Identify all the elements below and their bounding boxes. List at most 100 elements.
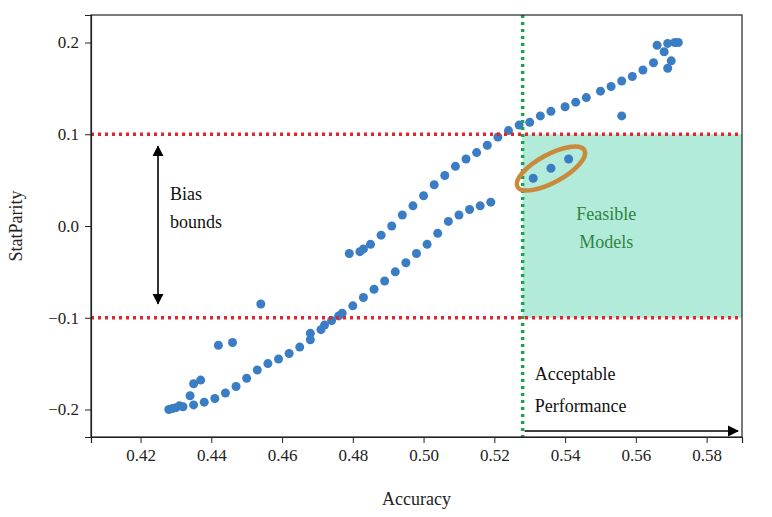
point bbox=[649, 58, 658, 67]
point bbox=[419, 191, 428, 200]
tick-label: 0.2 bbox=[58, 33, 79, 52]
tick-mark bbox=[211, 437, 212, 443]
point bbox=[617, 111, 626, 120]
point bbox=[440, 171, 449, 180]
point bbox=[398, 210, 407, 219]
tick-mark bbox=[85, 134, 91, 135]
point bbox=[380, 277, 389, 286]
tick: 0.0 bbox=[58, 217, 91, 236]
tick: 0.48 bbox=[338, 437, 368, 465]
point bbox=[483, 141, 492, 150]
acceptable-performance-label: AcceptablePerformance bbox=[535, 364, 627, 416]
point bbox=[607, 82, 616, 91]
tick-label: 0.1 bbox=[58, 125, 79, 144]
y-axis: −0.2 −0.1 0.0 0.1 0.2 bbox=[48, 16, 91, 438]
tick: 0.56 bbox=[621, 437, 651, 465]
point bbox=[617, 77, 626, 86]
point bbox=[232, 382, 241, 391]
point bbox=[660, 47, 669, 56]
point bbox=[214, 341, 223, 350]
point bbox=[433, 229, 442, 238]
point bbox=[663, 64, 672, 73]
tick-mark bbox=[282, 437, 283, 443]
feasible-region bbox=[523, 134, 742, 317]
tick-label: 0.56 bbox=[621, 446, 651, 465]
tick-label: 0.50 bbox=[409, 446, 439, 465]
point bbox=[285, 349, 294, 358]
tick-label: 0.52 bbox=[480, 446, 510, 465]
tick-label: 0.44 bbox=[197, 446, 227, 465]
tick: 0.50 bbox=[409, 437, 439, 465]
tick-label: 0.0 bbox=[58, 217, 79, 236]
tick-mark bbox=[85, 43, 91, 44]
x-axis-title: Accuracy bbox=[382, 489, 451, 509]
point bbox=[546, 107, 555, 116]
point bbox=[423, 240, 432, 249]
point bbox=[465, 205, 474, 214]
tick-mark bbox=[353, 437, 354, 443]
point bbox=[536, 111, 545, 120]
point bbox=[596, 87, 605, 96]
bias-bounds-label: Biasbounds bbox=[170, 184, 222, 232]
point bbox=[306, 329, 315, 338]
bias-bound-line bbox=[91, 133, 742, 137]
tick: 0.1 bbox=[58, 125, 91, 144]
tick: 0.2 bbox=[58, 33, 91, 52]
point bbox=[638, 66, 647, 75]
point bbox=[391, 267, 400, 276]
tick-label: −0.1 bbox=[48, 309, 79, 328]
tick: 0.58 bbox=[692, 437, 722, 465]
bias-bound-line bbox=[91, 316, 742, 320]
y-axis-title: StatParity bbox=[6, 191, 26, 262]
point bbox=[359, 244, 368, 253]
point bbox=[546, 164, 555, 173]
point bbox=[454, 210, 463, 219]
tick-mark bbox=[636, 437, 637, 443]
tick-mark bbox=[85, 318, 91, 319]
point bbox=[263, 359, 272, 368]
tick-label: −0.2 bbox=[48, 400, 79, 419]
performance-threshold-line bbox=[521, 15, 525, 437]
point bbox=[256, 299, 265, 308]
point bbox=[253, 366, 262, 375]
tick-label: 0.42 bbox=[126, 446, 156, 465]
point bbox=[486, 198, 495, 207]
tick-mark bbox=[85, 226, 91, 227]
plot-area bbox=[91, 15, 742, 437]
point bbox=[462, 155, 471, 164]
point bbox=[377, 231, 386, 240]
tick-mark bbox=[707, 437, 708, 443]
point bbox=[476, 201, 485, 210]
point bbox=[430, 180, 439, 189]
point bbox=[348, 301, 357, 310]
tick: 0.42 bbox=[126, 437, 156, 465]
axis-line bbox=[92, 438, 743, 444]
point bbox=[653, 41, 662, 50]
tick-label: 0.54 bbox=[551, 446, 581, 465]
tick: −0.1 bbox=[48, 309, 91, 328]
point bbox=[189, 400, 198, 409]
tick-mark bbox=[565, 437, 566, 443]
point bbox=[674, 38, 683, 47]
tick: 0.44 bbox=[197, 437, 227, 465]
point bbox=[525, 118, 534, 127]
feasible-models-label: FeasibleModels bbox=[576, 204, 636, 252]
point bbox=[663, 39, 672, 48]
point bbox=[582, 93, 591, 102]
point bbox=[228, 338, 237, 347]
point bbox=[561, 102, 570, 111]
point bbox=[412, 249, 421, 258]
performance-arrow bbox=[525, 430, 738, 432]
point bbox=[196, 376, 205, 385]
point bbox=[200, 398, 209, 407]
point bbox=[186, 391, 195, 400]
tick: 0.52 bbox=[480, 437, 510, 465]
tick: −0.2 bbox=[48, 400, 91, 419]
point bbox=[401, 258, 410, 267]
feasible-ellipse bbox=[511, 138, 591, 199]
point bbox=[274, 355, 283, 364]
tick: 0.46 bbox=[268, 437, 298, 465]
tick-label: 0.46 bbox=[268, 446, 298, 465]
point bbox=[564, 155, 573, 164]
point bbox=[408, 201, 417, 210]
